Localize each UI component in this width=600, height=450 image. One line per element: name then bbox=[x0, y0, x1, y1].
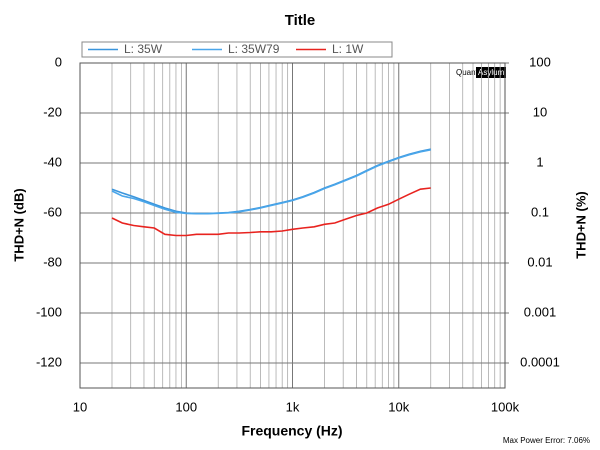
footer-note: Max Power Error: 7.06% bbox=[503, 436, 590, 445]
x-tick-label: 100k bbox=[491, 399, 520, 414]
y2-tick-label: 0.1 bbox=[531, 204, 549, 219]
y-tick-label: -60 bbox=[43, 204, 62, 219]
y-tick-label: -80 bbox=[43, 254, 62, 269]
legend-label: L: 1W bbox=[332, 42, 364, 56]
x-axis-label: Frequency (Hz) bbox=[241, 423, 342, 439]
series-line bbox=[111, 148, 431, 215]
y2-tick-label: 10 bbox=[533, 104, 547, 119]
legend-label: L: 35W bbox=[124, 42, 163, 56]
y-tick-label: -100 bbox=[36, 304, 62, 319]
y2-tick-label: 1 bbox=[536, 154, 543, 169]
watermark: Asylum bbox=[478, 68, 505, 77]
x-tick-label: 10 bbox=[73, 399, 87, 414]
y-tick-label: -40 bbox=[43, 154, 62, 169]
y2-tick-label: 0.0001 bbox=[520, 354, 560, 369]
x-tick-label: 10k bbox=[388, 399, 409, 414]
y-tick-label: -120 bbox=[36, 354, 62, 369]
y2-axis-label: THD+N (%) bbox=[573, 191, 588, 259]
y2-tick-label: 100 bbox=[529, 54, 551, 69]
y-axis-label: THD+N (dB) bbox=[11, 188, 26, 261]
series-line bbox=[111, 187, 431, 237]
watermark-badge bbox=[476, 67, 506, 78]
watermark: Quant bbox=[456, 68, 479, 77]
series-line bbox=[111, 149, 431, 215]
legend-label: L: 35W79 bbox=[228, 42, 280, 56]
y2-tick-label: 0.01 bbox=[527, 254, 552, 269]
x-tick-label: 100 bbox=[175, 399, 197, 414]
plot-frame bbox=[79, 62, 506, 389]
y-tick-label: 0 bbox=[55, 54, 62, 69]
y-tick-label: -20 bbox=[43, 104, 62, 119]
legend-box bbox=[81, 41, 393, 58]
y2-tick-label: 0.001 bbox=[524, 304, 557, 319]
x-tick-label: 1k bbox=[286, 399, 300, 414]
chart-title: Title bbox=[285, 12, 316, 29]
